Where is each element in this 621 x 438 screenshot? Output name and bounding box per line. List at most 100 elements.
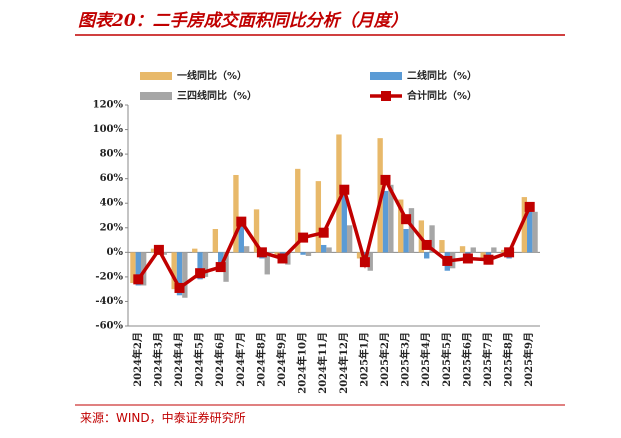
bar [161,252,167,255]
x-tick-label: 2024年8月 [254,332,267,387]
bar [356,252,363,259]
bar [341,193,347,253]
line-marker [318,227,329,238]
x-tick-label: 2024年5月 [193,332,206,387]
x-tick-label: 2025年6月 [460,332,473,387]
legend-label: 三四线同比（%） [177,89,257,102]
x-tick-label: 2025年1月 [357,332,370,387]
y-tick-label: 100% [93,124,124,135]
line-marker [524,201,535,212]
bar [321,244,327,253]
x-tick-label: 2025年7月 [481,332,494,387]
line-marker [174,282,185,293]
line-marker [298,232,309,243]
chart-title: 图表20：二手房成交面积同比分析（月度） [78,11,408,31]
legend-swatch [381,91,391,101]
legend-label: 一线同比（%） [177,69,247,82]
bar [295,168,301,253]
bar [439,240,445,253]
bar [171,252,177,290]
bar [223,252,229,282]
y-tick-label: 80% [100,149,124,160]
bar [253,209,260,253]
line-marker [215,262,226,273]
line-marker [236,216,247,227]
bar [346,225,353,253]
legend-label: 二线同比（%） [407,69,477,82]
bar [408,208,415,253]
line-marker [421,239,432,250]
bar [212,229,219,253]
x-tick-label: 2024年11月 [316,332,329,394]
x-tick-label: 2024年7月 [234,332,247,387]
line-marker [483,254,494,265]
y-tick-label: -40% [95,296,123,307]
bar [382,190,389,253]
bar [202,252,209,277]
bar [243,246,250,253]
bar [403,229,409,253]
bar [388,184,394,253]
bar [182,252,188,298]
legend-swatch [140,72,172,80]
bar [233,174,239,253]
y-tick-label: -20% [95,271,123,282]
legend-swatch [140,92,172,100]
bar [480,252,486,260]
bar [274,252,280,257]
bar [315,181,322,253]
bar [470,247,476,253]
bar [501,249,507,253]
x-tick-label: 2025年4月 [419,332,432,387]
bar [398,199,404,253]
line-marker [462,253,473,264]
bar [285,252,291,265]
bar [150,248,157,253]
x-tick-label: 2024年12月 [337,332,350,394]
y-tick-label: 0% [107,247,124,258]
y-tick-label: 120% [93,100,124,111]
bar [135,252,141,286]
legend-swatch [370,72,402,80]
y-tick-label: 20% [100,222,124,233]
x-tick-label: 2024年3月 [151,332,164,387]
bar [326,247,332,253]
legend-label: 合计同比（%） [406,89,477,102]
line-marker [380,174,391,185]
x-tick-label: 2025年9月 [522,332,535,387]
x-tick-label: 2025年2月 [378,332,391,387]
line-marker [133,274,144,285]
x-tick-label: 2024年9月 [275,332,288,387]
x-tick-label: 2024年4月 [172,332,185,387]
bar [130,252,136,284]
x-tick-label: 2025年5月 [440,332,453,387]
line-marker [504,247,515,258]
bar [532,211,538,253]
bar [305,252,312,257]
bar [429,225,435,253]
x-tick-label: 2024年6月 [213,332,226,387]
line-marker [256,247,267,258]
bar [367,252,373,271]
bar [192,248,198,253]
line-marker [442,255,453,266]
x-tick-label: 2024年10月 [296,332,309,394]
bar [424,252,430,259]
bar [176,252,183,296]
line-marker [277,253,288,264]
bar [336,134,342,253]
bar [264,252,270,275]
bar [459,246,466,253]
source: 来源：WIND，中泰证券研究所 [80,410,246,425]
y-tick-label: -60% [95,321,123,332]
bar [527,209,533,253]
line-marker [339,184,350,195]
line-marker [401,214,412,225]
x-tick-label: 2025年8月 [502,332,515,387]
bar [218,252,224,271]
bar [491,247,497,253]
y-tick-label: 60% [100,173,124,184]
bar [300,252,306,255]
x-tick-label: 2025年3月 [399,332,412,387]
